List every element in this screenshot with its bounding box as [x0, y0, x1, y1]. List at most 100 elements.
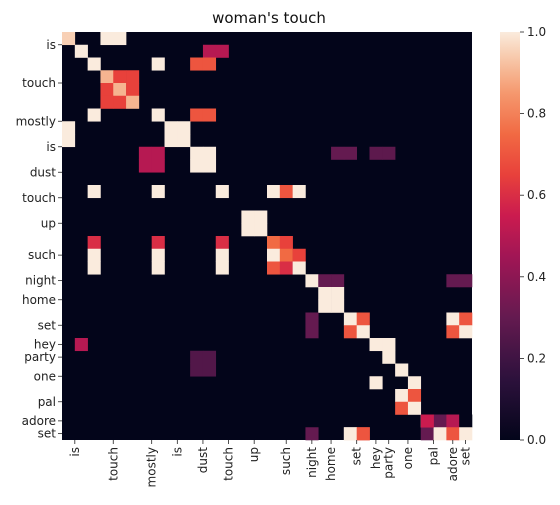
- heatmap-cell: [202, 159, 217, 173]
- heatmap-cell: [215, 44, 229, 58]
- heatmap-cell: [151, 185, 165, 199]
- heatmap-cell: [190, 350, 204, 364]
- heatmap-cell: [267, 248, 281, 262]
- colorbar-tick-label: 0.4: [527, 270, 546, 284]
- heatmap-cell: [420, 427, 434, 441]
- heatmap-cell: [190, 108, 204, 122]
- heatmap-cell: [331, 287, 345, 301]
- heatmap-cell: [202, 44, 217, 58]
- heatmap-cell: [100, 83, 114, 97]
- x-tick-label: pal: [427, 447, 441, 465]
- heatmap-cell: [62, 134, 76, 148]
- heatmap-cell: [267, 236, 281, 250]
- heatmap-cell: [433, 414, 447, 428]
- colorbar-tick-label: 1.0: [527, 25, 546, 39]
- y-tick-label: is: [46, 140, 56, 154]
- chart-title: woman's touch: [212, 9, 326, 27]
- y-tick-label: such: [28, 248, 56, 262]
- heatmap-cell: [202, 108, 217, 122]
- heatmap-cell: [459, 312, 473, 326]
- heatmap-cell: [87, 248, 101, 262]
- heatmap-cell: [87, 185, 101, 199]
- colorbar-tick-label: 0.2: [527, 351, 546, 365]
- heatmap-cell: [318, 287, 332, 301]
- y-tick-label: adore: [22, 414, 56, 428]
- heatmap-cell: [113, 95, 127, 109]
- heatmap-cell: [343, 146, 357, 160]
- heatmap-cell: [151, 236, 165, 250]
- colorbar-gradient: [500, 32, 520, 440]
- heatmap-cell: [87, 57, 101, 71]
- heatmap-cell: [100, 32, 114, 46]
- heatmap-cell: [331, 299, 345, 313]
- heatmap-cell: [202, 146, 217, 160]
- heatmap-cell: [151, 146, 165, 160]
- colorbar-tick-label: 0.0: [527, 433, 546, 447]
- heatmap-cell: [292, 185, 306, 199]
- heatmap-cell: [202, 57, 217, 71]
- heatmap-cell: [395, 363, 409, 377]
- heatmap-cell: [151, 159, 165, 173]
- y-tick-label: one: [34, 369, 56, 383]
- heatmap-cell: [382, 146, 396, 160]
- x-tick-label: set: [350, 447, 364, 466]
- heatmap-cell: [202, 350, 217, 364]
- heatmap-cell: [151, 57, 165, 71]
- heatmap-cell: [62, 32, 76, 46]
- heatmap-cell: [459, 274, 473, 288]
- heatmap-cell: [138, 146, 152, 160]
- x-tick-label: is: [170, 447, 184, 457]
- heatmap-cell: [331, 146, 345, 160]
- y-tick-label: pal: [38, 395, 56, 409]
- heatmap-cell: [343, 427, 357, 441]
- heatmap-cell: [382, 350, 396, 364]
- heatmap-cell: [151, 261, 165, 275]
- y-tick-label: hey: [34, 337, 56, 351]
- heatmap-cell: [190, 363, 204, 377]
- x-tick-label: mostly: [145, 447, 159, 487]
- heatmap-cell: [279, 261, 293, 275]
- y-tick-label: home: [22, 293, 56, 307]
- x-tick-label: touch: [222, 447, 236, 481]
- heatmap-cell: [446, 312, 460, 326]
- heatmap-cell: [459, 325, 473, 339]
- x-tick-label: such: [279, 447, 293, 475]
- x-tick-label: party: [382, 447, 396, 479]
- x-tick-label: one: [401, 447, 415, 469]
- heatmap-cell: [87, 108, 101, 122]
- heatmap-cell: [407, 389, 422, 403]
- heatmap-cell: [215, 248, 229, 262]
- heatmap-cell: [190, 159, 204, 173]
- heatmap-cell: [190, 57, 204, 71]
- heatmap-cell: [318, 274, 332, 288]
- y-tick-label: touch: [22, 191, 56, 205]
- heatmap-cell: [420, 414, 434, 428]
- heatmap-cell: [382, 338, 396, 352]
- heatmap-cell: [318, 299, 332, 313]
- heatmap-cell: [369, 376, 383, 390]
- colorbar: 0.0 0.2 0.4 0.6 0.8 1.0: [500, 25, 546, 447]
- heatmap-cell: [292, 261, 306, 275]
- heatmap-cell: [459, 414, 473, 428]
- x-tick-label: dust: [196, 447, 210, 473]
- heatmap-cell: [254, 210, 268, 224]
- heatmap-cell: [151, 108, 165, 122]
- y-axis-ticks: is touch mostly is dust touch up such night home s…: [16, 38, 62, 441]
- heatmap-cell: [343, 325, 357, 339]
- heatmap-cell: [87, 261, 101, 275]
- heatmap-cell: [113, 70, 127, 84]
- heatmap-cell: [267, 185, 281, 199]
- heatmap-cell: [215, 236, 229, 250]
- heatmap-cell: [305, 312, 319, 326]
- heatmap-cell: [241, 210, 255, 224]
- heatmap-cell: [446, 274, 460, 288]
- y-tick-label: touch: [22, 76, 56, 90]
- heatmap-cell: [151, 248, 165, 262]
- x-tick-label: set: [459, 447, 473, 466]
- heatmap-cell: [190, 146, 204, 160]
- heatmap-cell: [446, 414, 460, 428]
- heatmap-cell: [395, 401, 409, 415]
- heatmap-cell: [267, 261, 281, 275]
- heatmap-cell: [407, 401, 422, 415]
